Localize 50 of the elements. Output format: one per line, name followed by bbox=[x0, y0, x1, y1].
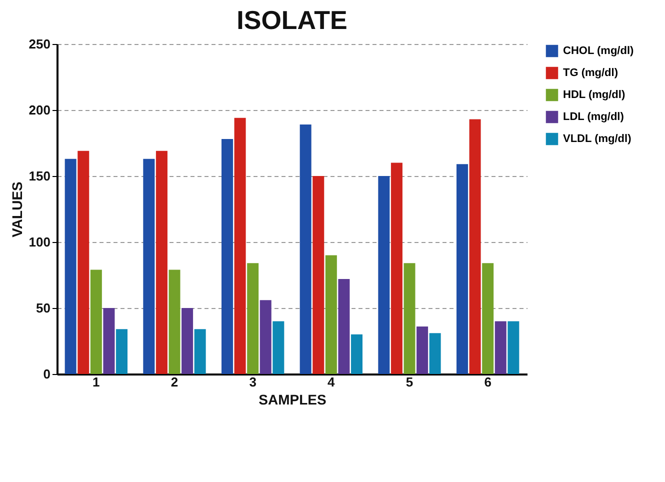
bar bbox=[272, 321, 284, 374]
x-tick-label: 4 bbox=[328, 374, 336, 390]
bar bbox=[103, 308, 115, 374]
bar bbox=[404, 263, 416, 374]
bar bbox=[247, 263, 259, 374]
x-tick-label: 5 bbox=[406, 374, 414, 390]
legend-label: VLDL (mg/dl) bbox=[563, 133, 632, 145]
bar bbox=[338, 278, 350, 374]
y-tick-label: 150 bbox=[28, 168, 50, 184]
legend-label: LDL (mg/dl) bbox=[563, 111, 624, 123]
bar bbox=[456, 164, 468, 374]
y-tick-label: 200 bbox=[28, 102, 50, 118]
bar bbox=[143, 158, 155, 374]
bar bbox=[168, 270, 180, 374]
bar bbox=[325, 255, 337, 374]
y-tick-label: 0 bbox=[43, 366, 50, 382]
bar bbox=[494, 321, 506, 374]
legend-label: CHOL (mg/dl) bbox=[563, 45, 634, 57]
bar bbox=[429, 333, 441, 374]
x-tick-label: 1 bbox=[92, 374, 100, 390]
bar bbox=[116, 329, 128, 374]
bar bbox=[312, 176, 324, 374]
x-tick-label: 2 bbox=[170, 374, 178, 390]
x-tick-label: 3 bbox=[249, 374, 256, 390]
y-tick-label: 50 bbox=[36, 300, 50, 316]
bar bbox=[508, 321, 520, 374]
bar bbox=[260, 300, 272, 374]
chart-title: ISOLATE bbox=[236, 5, 348, 35]
x-tick-label: 6 bbox=[484, 374, 492, 390]
bar bbox=[350, 334, 362, 374]
y-tick-label: 250 bbox=[28, 36, 50, 52]
bar bbox=[416, 326, 428, 374]
bar bbox=[234, 118, 246, 374]
bar bbox=[64, 158, 76, 374]
bar bbox=[482, 263, 494, 374]
bar bbox=[182, 308, 194, 374]
legend-label: TG (mg/dl) bbox=[563, 67, 618, 79]
bar bbox=[194, 329, 206, 374]
y-axis-title: VALUES bbox=[8, 182, 25, 238]
bar bbox=[90, 270, 102, 374]
bar bbox=[390, 162, 402, 374]
legend-label: HDL (mg/dl) bbox=[563, 89, 626, 101]
bar bbox=[156, 150, 168, 374]
bar bbox=[469, 119, 481, 374]
y-tick-label: 100 bbox=[28, 234, 50, 250]
bar bbox=[300, 124, 312, 374]
bar bbox=[378, 176, 390, 374]
bar bbox=[78, 150, 90, 374]
x-axis-title: SAMPLES bbox=[258, 392, 326, 408]
bar bbox=[222, 139, 234, 374]
